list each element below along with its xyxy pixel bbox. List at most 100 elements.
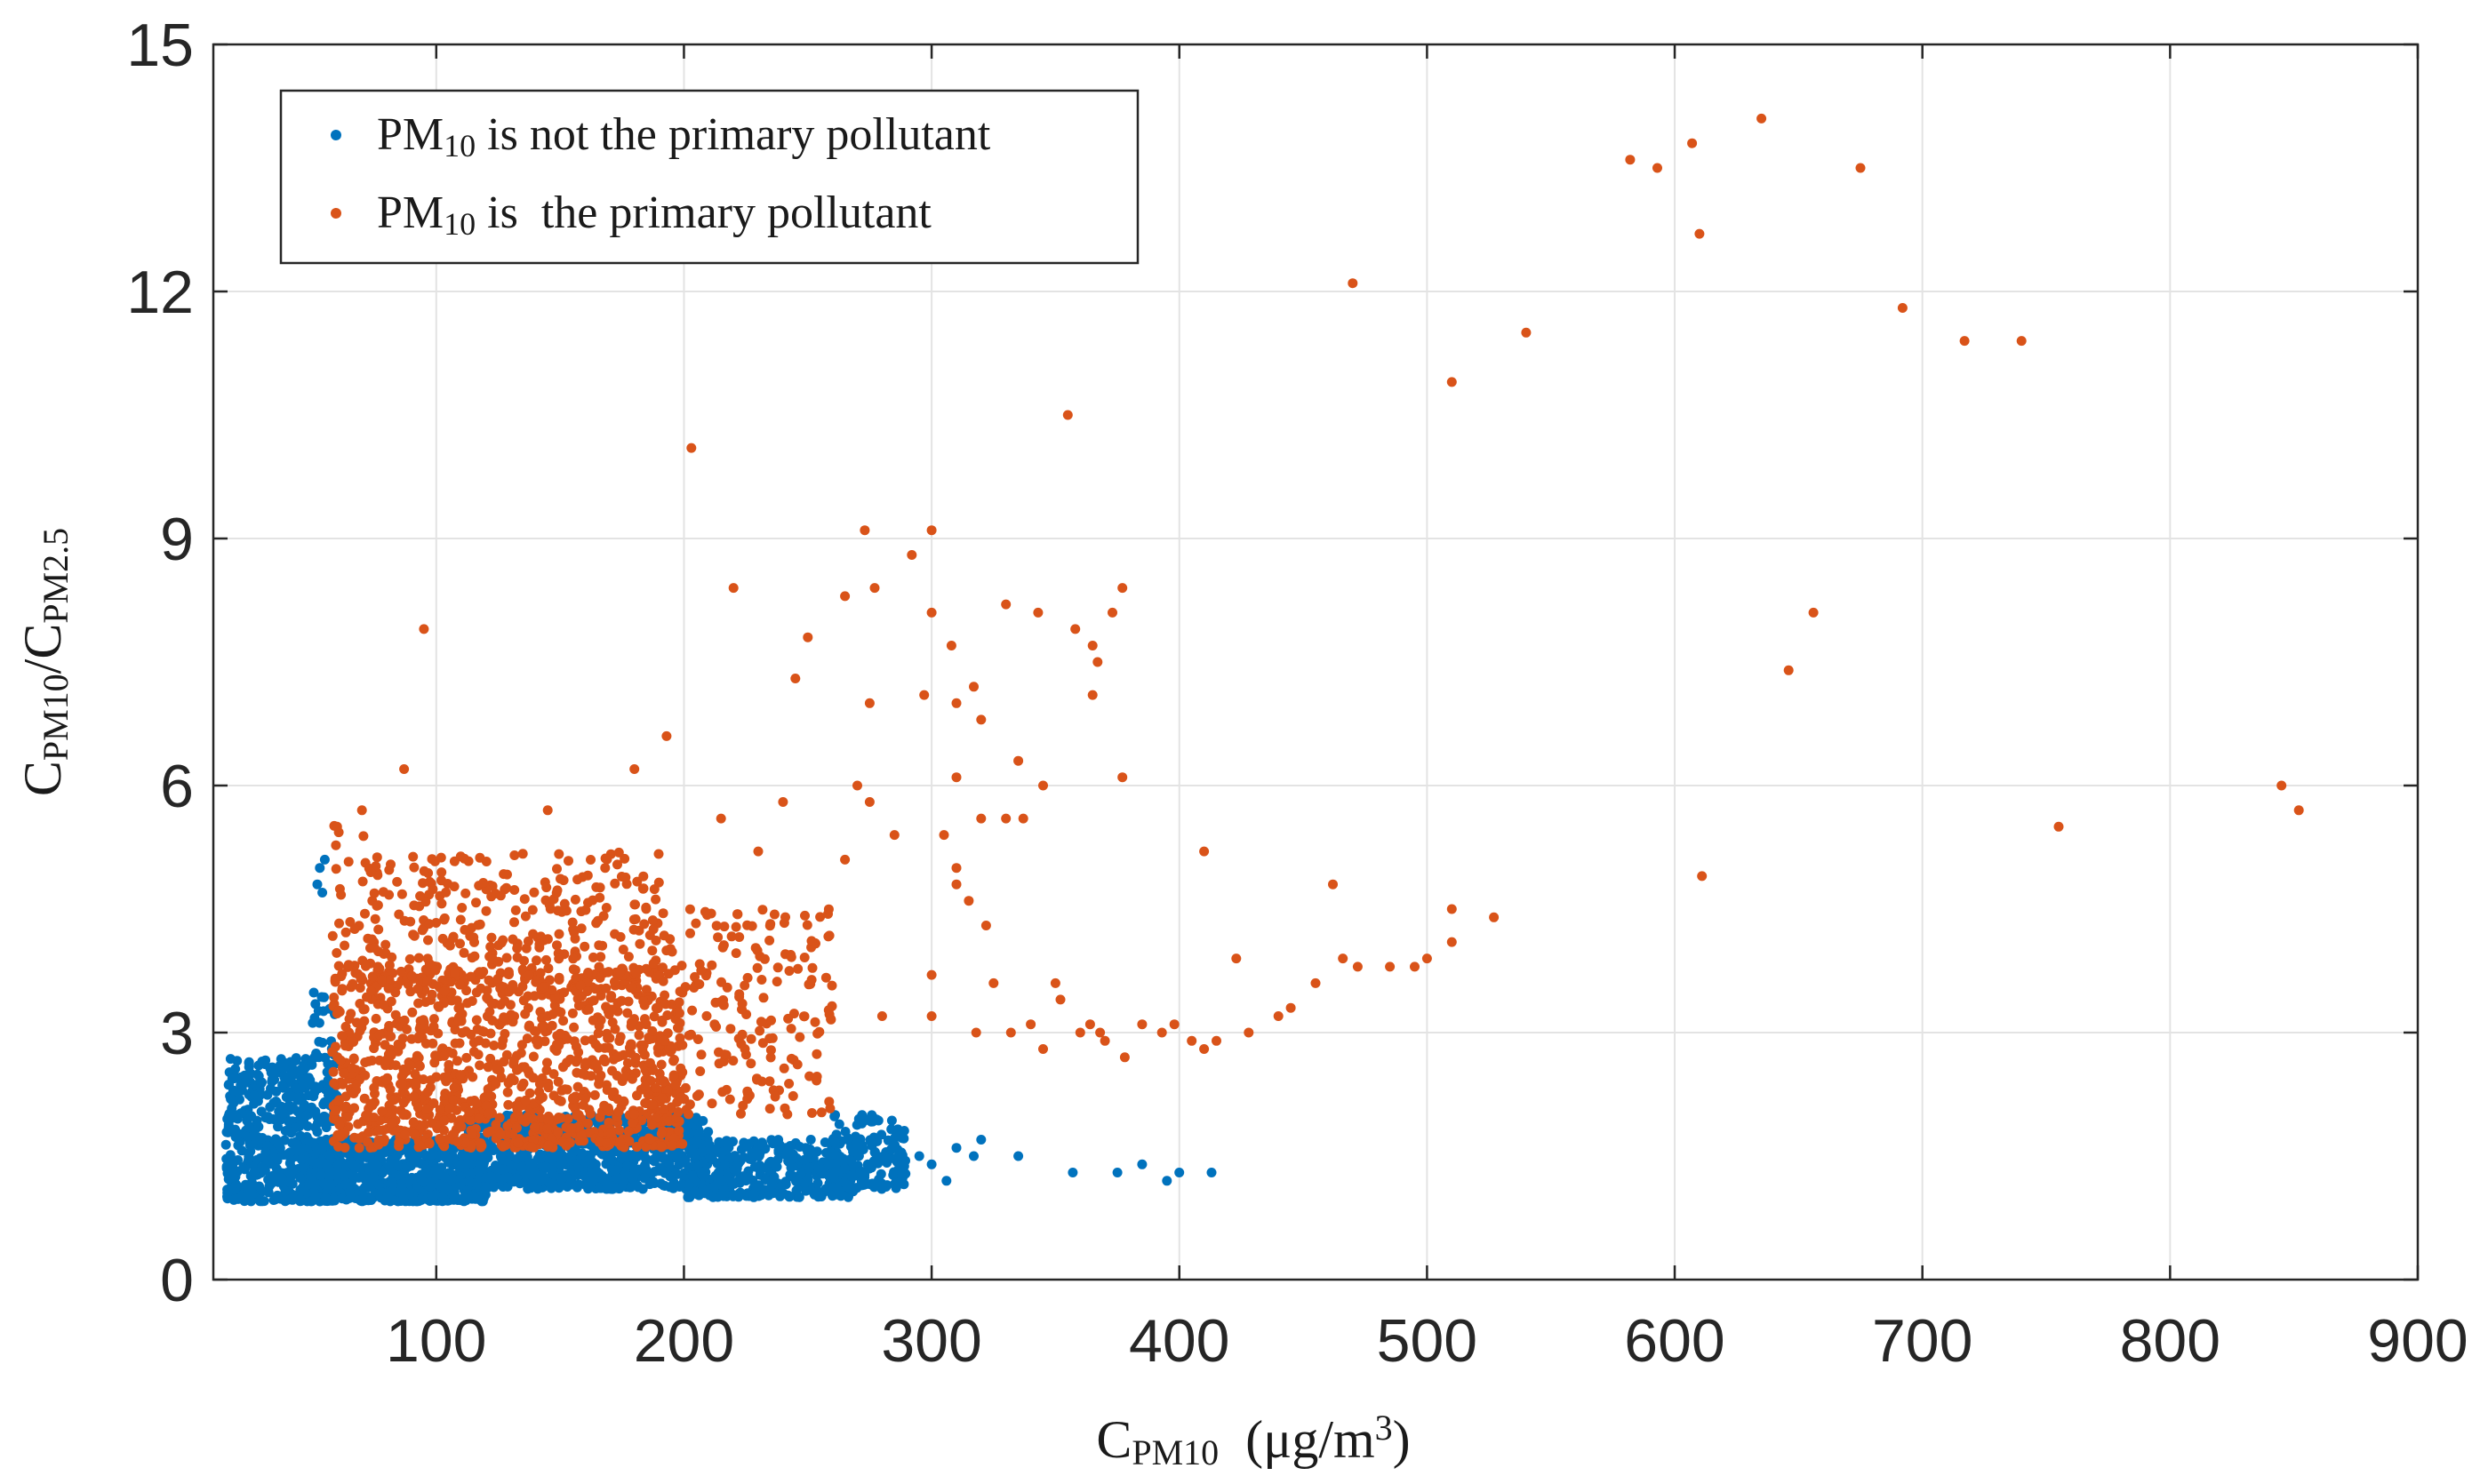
- data-point: [364, 1176, 374, 1186]
- data-point: [468, 1129, 477, 1139]
- data-point: [596, 952, 606, 962]
- data-point: [622, 1057, 633, 1068]
- data-point: [358, 1004, 369, 1015]
- data-point: [638, 996, 649, 1007]
- data-point: [897, 1168, 908, 1177]
- data-point: [483, 1153, 493, 1163]
- data-point: [926, 1159, 937, 1169]
- data-point: [677, 1067, 688, 1078]
- data-point: [707, 960, 717, 970]
- data-point: [614, 1036, 625, 1046]
- data-point: [684, 1162, 695, 1172]
- data-point: [279, 1108, 290, 1119]
- data-point: [286, 1091, 297, 1102]
- data-point: [397, 1193, 408, 1204]
- data-point: [719, 922, 730, 932]
- data-point: [302, 1121, 313, 1131]
- data-point: [310, 1081, 321, 1092]
- data-point: [580, 905, 591, 915]
- data-point: [769, 909, 780, 920]
- data-point: [498, 1035, 508, 1045]
- data-point: [426, 1150, 436, 1161]
- data-point: [1855, 163, 1866, 173]
- data-point: [436, 898, 447, 909]
- data-point: [542, 1057, 552, 1068]
- data-point: [708, 1153, 717, 1164]
- x-tick-label: 600: [1624, 1307, 1724, 1375]
- legend: PM10 is not the primary pollutant PM10 i…: [279, 89, 1140, 265]
- data-point: [659, 1104, 669, 1114]
- data-point: [453, 1014, 463, 1025]
- data-point: [628, 1117, 638, 1128]
- x-tick-label: 900: [2367, 1307, 2468, 1375]
- data-point: [626, 1182, 636, 1193]
- data-point: [313, 1118, 323, 1129]
- data-point: [568, 953, 579, 964]
- y-tick-label: 9: [160, 506, 194, 573]
- data-point: [452, 1137, 463, 1147]
- data-point: [244, 1062, 254, 1073]
- data-point: [492, 1064, 502, 1074]
- data-point: [843, 1133, 853, 1144]
- data-point: [384, 1020, 395, 1031]
- data-point: [600, 1057, 611, 1067]
- data-point: [570, 894, 580, 905]
- data-point: [801, 1185, 812, 1196]
- data-point: [564, 856, 573, 866]
- data-point: [773, 1145, 784, 1156]
- data-point: [815, 912, 826, 922]
- data-point: [860, 525, 870, 536]
- data-point: [767, 1033, 778, 1043]
- data-point: [1328, 879, 1338, 890]
- data-point: [365, 867, 376, 877]
- data-point: [540, 982, 549, 993]
- x-tick-label: 300: [881, 1307, 981, 1375]
- data-point: [343, 960, 354, 970]
- data-point: [435, 1134, 445, 1144]
- data-point: [640, 1081, 651, 1091]
- y-tick-label: 3: [160, 1000, 194, 1067]
- data-point: [457, 1150, 468, 1161]
- data-point: [879, 1151, 890, 1161]
- data-point: [756, 1137, 767, 1148]
- data-point: [347, 1063, 357, 1073]
- data-point: [476, 1025, 487, 1036]
- data-point: [713, 932, 724, 943]
- data-point: [337, 1193, 348, 1204]
- data-point: [664, 1159, 675, 1169]
- data-point: [561, 1140, 572, 1151]
- data-point: [369, 1113, 380, 1122]
- data-point: [969, 1151, 979, 1161]
- data-point: [502, 1087, 513, 1097]
- data-point: [422, 1087, 433, 1097]
- data-point: [692, 1137, 702, 1147]
- legend-box: [279, 89, 1140, 265]
- data-point: [1446, 904, 1457, 914]
- data-point: [607, 1017, 618, 1027]
- data-point: [448, 1095, 459, 1105]
- data-point: [1038, 780, 1048, 791]
- data-point: [708, 1192, 718, 1202]
- data-point: [509, 885, 520, 895]
- data-point: [746, 1033, 756, 1044]
- data-point: [340, 1091, 351, 1102]
- data-point: [566, 1123, 577, 1133]
- data-point: [439, 913, 450, 923]
- data-point: [816, 1107, 827, 1118]
- data-point: [661, 730, 672, 741]
- data-point: [1697, 871, 1708, 882]
- data-point: [744, 1138, 755, 1149]
- data-point: [812, 1028, 823, 1039]
- data-point: [716, 977, 726, 987]
- data-point: [690, 1187, 700, 1198]
- data-point: [764, 1076, 775, 1087]
- data-point: [556, 1096, 566, 1106]
- data-point: [277, 1080, 288, 1090]
- data-point: [460, 924, 470, 935]
- data-point: [439, 986, 450, 996]
- data-point: [426, 1075, 436, 1086]
- data-point: [804, 1162, 815, 1173]
- data-point: [532, 1035, 543, 1046]
- data-point: [668, 1070, 679, 1081]
- data-point: [1038, 1044, 1048, 1054]
